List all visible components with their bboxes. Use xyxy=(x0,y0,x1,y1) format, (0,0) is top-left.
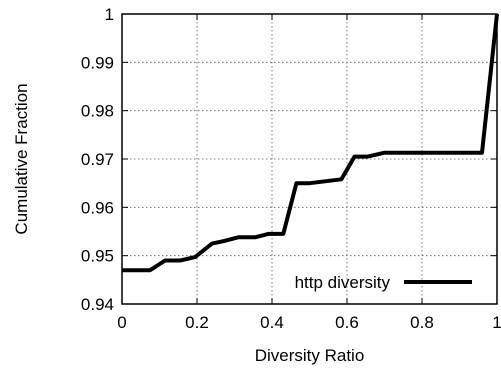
x-axis-ticks: 0 0.2 0.4 0.6 0.8 1 xyxy=(117,14,501,332)
x-tick-label: 0.6 xyxy=(335,313,359,332)
y-tick-label: 0.94 xyxy=(81,295,114,314)
x-tick-label: 0.4 xyxy=(260,313,284,332)
y-tick-label: 0.99 xyxy=(81,53,114,72)
x-tick-label: 0.8 xyxy=(410,313,434,332)
x-axis-label: Diversity Ratio xyxy=(255,346,365,365)
legend-label: http diversity xyxy=(295,273,391,292)
series-line xyxy=(122,13,499,273)
plot-frame xyxy=(121,13,498,305)
y-tick-label: 0.98 xyxy=(81,102,114,121)
x-tick-label: 0 xyxy=(117,313,126,332)
x-tick-label: 1 xyxy=(492,313,501,332)
y-axis-ticks: 0.94 0.95 0.96 0.97 0.98 0.99 1 xyxy=(81,5,497,314)
y-tick-label: 1 xyxy=(105,5,114,24)
grid xyxy=(122,14,497,304)
y-axis-label: Cumulative Fraction xyxy=(12,83,31,234)
y-tick-label: 0.96 xyxy=(81,198,114,217)
y-tick-label: 0.95 xyxy=(81,247,114,266)
x-tick-label: 0.2 xyxy=(185,313,209,332)
legend: http diversity xyxy=(295,273,472,292)
series-layer xyxy=(122,13,499,273)
y-tick-label: 0.97 xyxy=(81,150,114,169)
